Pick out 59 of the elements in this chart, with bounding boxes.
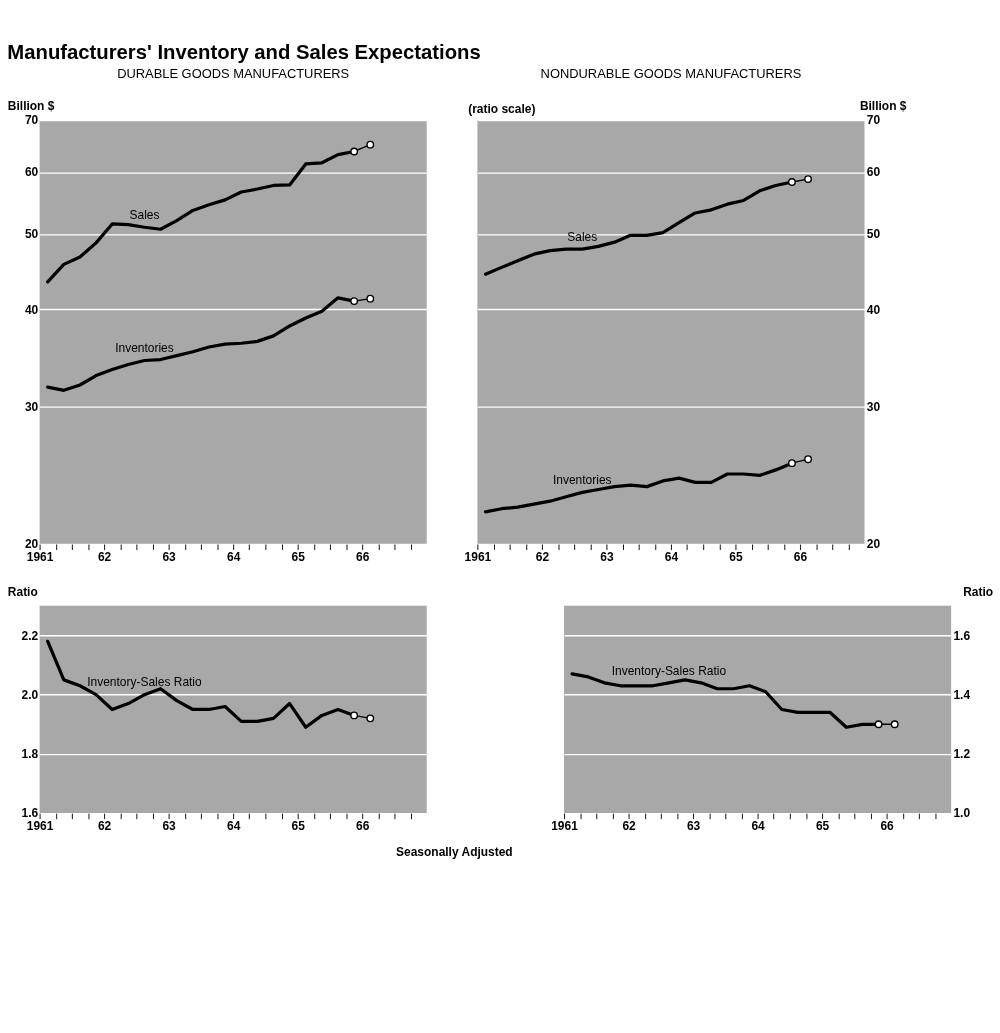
x-tick-label: 64 [664,550,679,565]
y-tick-label: 2.0 [21,687,39,702]
x-tick-label: 1961 [26,819,54,834]
chart-subtitle: NONDURABLE GOODS MANUFACTURERS [540,65,802,81]
x-tick-label: 66 [356,819,370,834]
x-tick-label: 1961 [551,819,579,834]
x-tick-label: 1961 [26,550,54,565]
x-tick-label: 66 [880,819,895,834]
y2-tick-label: 40 [866,302,881,317]
y2-tick-label: 60 [866,165,881,180]
y-tick-label: 1.6 [21,806,39,821]
x-tick-label: 62 [535,550,550,565]
y2-tick-label: 1.4 [953,687,971,702]
x-tick-label: 63 [162,550,177,565]
y-tick-label: 20 [24,537,39,552]
series-label: Sales [567,229,598,244]
series-label: Inventories [115,341,174,356]
y-axis-title: Billion $ [7,99,55,114]
x-tick-label: 1961 [464,550,492,565]
x-tick-label: 65 [291,819,306,834]
x-tick-label: 64 [226,819,241,834]
series-label: Inventories [552,473,612,488]
series-label: Sales [129,207,160,222]
x-tick-label: 63 [600,550,614,565]
y2-tick-label: 1.2 [953,747,971,762]
series-label: Inventory-Sales Ratio [87,675,203,690]
x-tick-label: 62 [97,550,112,565]
chart-subtitle: DURABLE GOODS MANUFACTURERS [117,65,350,81]
x-tick-label: 66 [356,550,370,565]
y-tick-label: 40 [24,302,39,317]
x-tick-label: 63 [686,819,701,834]
y-tick-label: 1.8 [21,747,39,762]
y2-tick-label: 1.0 [953,806,971,821]
x-tick-label: 65 [291,550,306,565]
y2-axis-title: Ratio [963,585,994,600]
y-tick-label: 50 [24,227,39,242]
y2-axis-title: Billion $ [859,99,907,114]
text: (ratio scale) [468,101,536,116]
y-tick-label: 30 [24,399,39,414]
x-tick-label: 64 [751,819,766,834]
y-tick-label: 2.2 [21,628,39,643]
x-tick-label: 62 [622,819,637,834]
chart-title: Manufacturers' Inventory and Sales Expectations [7,41,481,64]
y-tick-label: 70 [24,113,39,128]
y2-tick-label: 70 [866,113,881,128]
y2-tick-label: 1.6 [953,628,971,643]
x-tick-label: 65 [729,550,743,565]
y-tick-label: 60 [24,165,39,180]
text: Seasonally Adjusted [396,844,513,859]
y-axis-title: Ratio [7,585,38,600]
y2-tick-label: 20 [866,537,881,552]
x-tick-label: 66 [793,550,808,565]
x-tick-label: 64 [226,550,241,565]
series-label: Inventory-Sales Ratio [611,663,727,678]
x-tick-label: 62 [97,819,112,834]
y2-tick-label: 30 [866,399,881,414]
y2-tick-label: 50 [866,227,881,242]
x-tick-label: 65 [815,819,830,834]
x-tick-label: 63 [162,819,177,834]
